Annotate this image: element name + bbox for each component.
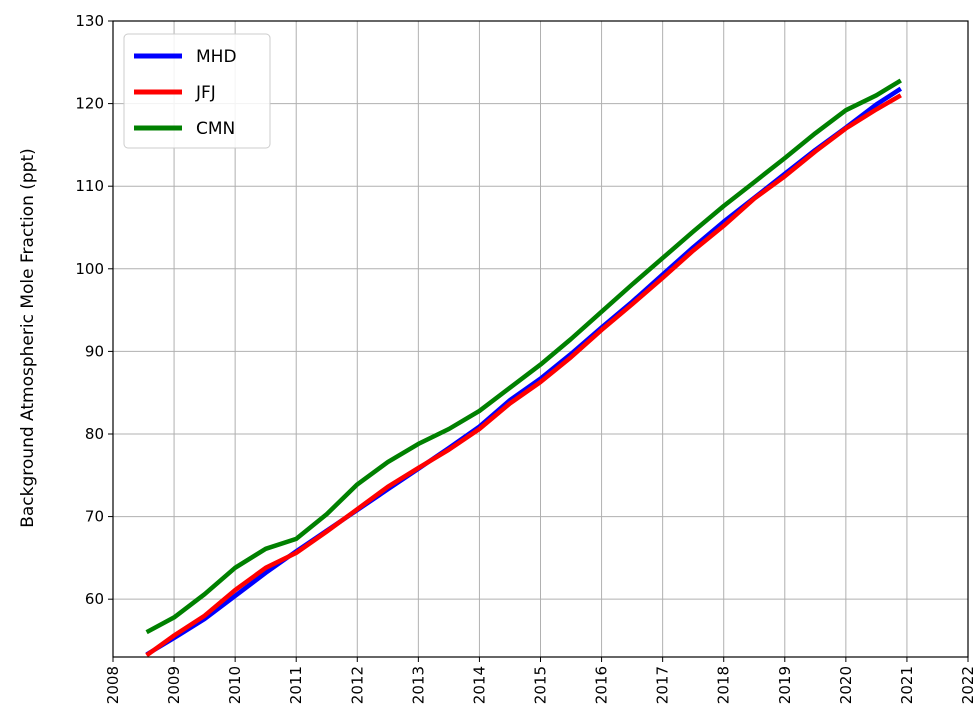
legend-box (123, 33, 271, 149)
y-tick-label: 100 (75, 260, 104, 278)
legend-label-cmn: CMN (196, 119, 235, 139)
y-tick-label: 130 (75, 12, 104, 30)
series-line-cmn (145, 78, 902, 635)
legend: MHD JFJ CMN (123, 33, 271, 149)
y-axis-title: Background Atmospheric Mole Fraction (pp… (18, 148, 38, 528)
y-axis: 60 70 80 90 100 110 120 130 (75, 12, 113, 608)
x-tick-label: 2017 (654, 666, 672, 704)
x-tick-label: 2009 (165, 666, 183, 704)
series-line-jfj (145, 93, 902, 658)
y-tick-label: 80 (85, 425, 104, 443)
x-tick-label: 2016 (593, 666, 611, 704)
y-tick-label: 110 (75, 177, 104, 195)
x-tick-label: 2012 (348, 666, 366, 704)
x-tick-label: 2008 (104, 666, 122, 704)
x-tick-label: 2010 (226, 666, 244, 704)
legend-label-jfj: JFJ (195, 83, 216, 103)
x-tick-label: 2013 (409, 666, 427, 704)
x-tick-label: 2011 (287, 666, 305, 704)
y-tick-label: 60 (85, 590, 104, 608)
y-tick-label: 120 (75, 95, 104, 113)
legend-label-mhd: MHD (196, 47, 237, 67)
x-tick-label: 2021 (898, 666, 916, 704)
y-tick-label: 90 (85, 342, 104, 360)
x-tick-label: 2014 (470, 666, 488, 704)
x-tick-label: 2018 (715, 666, 733, 704)
x-tick-label: 2020 (837, 666, 855, 704)
x-tick-label: 2015 (532, 666, 550, 704)
x-axis: 2008 2009 2010 2011 2012 2013 2014 2015 2016 2017… (104, 657, 977, 704)
x-tick-label: 2019 (776, 666, 794, 704)
y-tick-label: 70 (85, 508, 104, 526)
series-lines (145, 78, 903, 658)
x-tick-label: 2022 (959, 666, 977, 704)
